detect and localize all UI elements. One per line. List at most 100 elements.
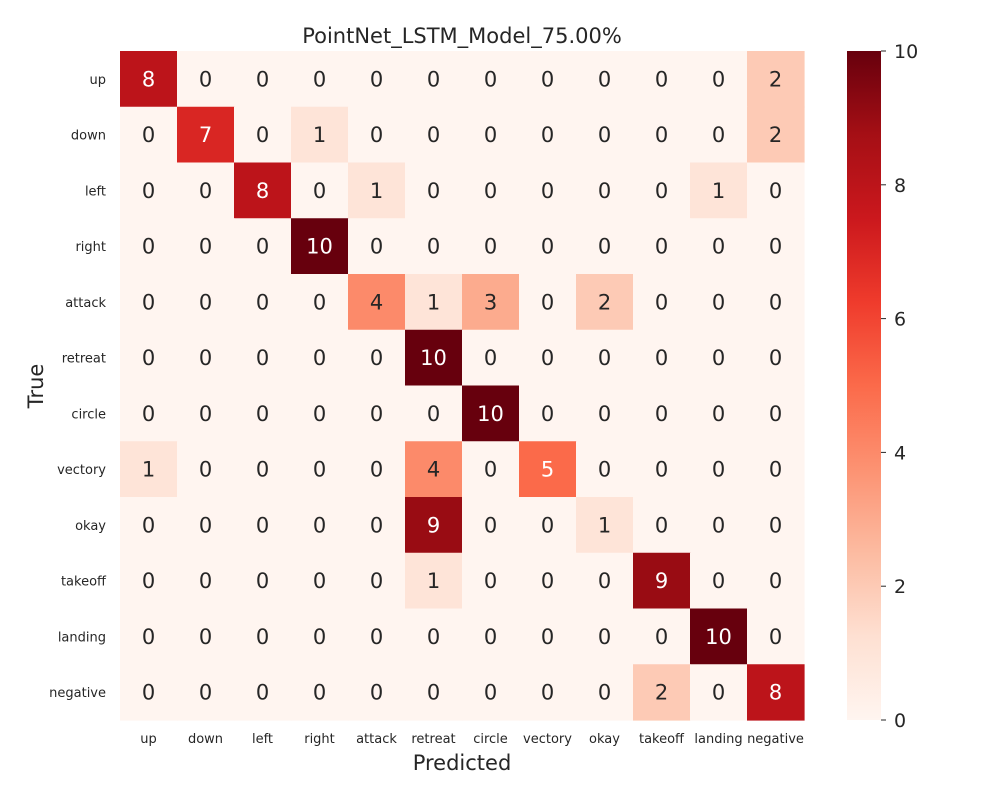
colorbar-tick-label: 2 <box>894 576 906 598</box>
cell-value-label: 3 <box>484 290 497 314</box>
cell-value-label: 0 <box>256 346 269 370</box>
cell-value-label: 0 <box>142 123 155 147</box>
heatmap-cell <box>747 552 805 610</box>
heatmap-cell <box>576 106 634 164</box>
colorbar-tick-label: 6 <box>894 309 906 331</box>
heatmap-cell <box>633 106 691 164</box>
cell-value-label: 0 <box>484 235 497 259</box>
cell-value-label: 0 <box>541 290 554 314</box>
heatmap-cell <box>120 218 178 275</box>
cell-value-label: 8 <box>256 179 269 203</box>
heatmap-cell <box>348 274 406 331</box>
cell-value-label: 0 <box>313 67 326 91</box>
cell-value-label: 0 <box>712 681 725 705</box>
heatmap-cell <box>405 274 463 331</box>
heatmap-cell <box>348 552 406 610</box>
cell-value-label: 0 <box>655 458 668 482</box>
cell-value-label: 0 <box>370 346 383 370</box>
heatmap-cell <box>519 51 577 108</box>
cell-value-label: 0 <box>142 346 155 370</box>
colorbar-tick-label: 10 <box>894 41 918 63</box>
cell-value-label: 0 <box>256 513 269 537</box>
heatmap-cell <box>519 664 577 721</box>
cell-value-label: 1 <box>712 179 725 203</box>
cell-value-label: 0 <box>142 681 155 705</box>
x-tick-label: negative <box>747 732 804 747</box>
heatmap-cell <box>519 497 577 554</box>
cell-value-label: 0 <box>256 235 269 259</box>
cell-value-label: 1 <box>427 290 440 314</box>
heatmap-cell <box>462 608 520 665</box>
x-tick-label: vectory <box>523 732 572 747</box>
heatmap-cell <box>405 608 463 665</box>
cell-value-label: 0 <box>655 513 668 537</box>
x-axis-label: Predicted <box>413 751 512 775</box>
heatmap-cell <box>234 664 292 721</box>
cell-value-label: 0 <box>484 681 497 705</box>
cell-value-label: 0 <box>484 625 497 649</box>
x-tick-label: right <box>304 732 335 747</box>
cell-value-label: 0 <box>427 402 440 426</box>
heatmap-cell <box>519 106 577 164</box>
heatmap-cell <box>120 664 178 721</box>
cell-value-label: 8 <box>769 681 782 705</box>
heatmap-cell <box>576 162 634 219</box>
cell-value-label: 0 <box>712 513 725 537</box>
heatmap-cell <box>690 664 748 721</box>
heatmap-cell <box>120 106 178 164</box>
cell-value-label: 0 <box>427 67 440 91</box>
cell-value-label: 0 <box>655 346 668 370</box>
cell-value-label: 0 <box>541 569 554 593</box>
x-tick-label: okay <box>589 732 620 747</box>
heatmap-cell <box>519 441 577 498</box>
heatmap-cell <box>177 218 235 275</box>
cell-value-label: 0 <box>427 625 440 649</box>
heatmap-cell <box>690 552 748 610</box>
cell-value-label: 0 <box>142 179 155 203</box>
heatmap-cell <box>462 664 520 721</box>
cell-value-label: 0 <box>199 346 212 370</box>
y-tick-label: attack <box>65 296 106 311</box>
cell-value-label: 0 <box>370 67 383 91</box>
cell-value-label: 0 <box>484 458 497 482</box>
heatmap-cell <box>462 385 520 442</box>
heatmap-cell <box>576 274 634 331</box>
cell-value-label: 2 <box>769 123 782 147</box>
heatmap-cell <box>462 162 520 219</box>
heatmap-cell <box>519 385 577 442</box>
heatmap-cell <box>405 497 463 554</box>
cell-value-label: 0 <box>712 458 725 482</box>
heatmap-cell <box>291 162 349 219</box>
cell-value-label: 0 <box>712 569 725 593</box>
heatmap-cell <box>120 441 178 498</box>
x-tick-label: takeoff <box>639 732 685 747</box>
heatmap-cell <box>747 51 805 108</box>
cell-value-label: 0 <box>313 681 326 705</box>
heatmap-cell <box>462 441 520 498</box>
cell-value-label: 0 <box>655 290 668 314</box>
cell-value-label: 0 <box>484 123 497 147</box>
heatmap-cell <box>291 329 349 387</box>
heatmap-cell <box>120 51 178 108</box>
cell-value-label: 0 <box>598 346 611 370</box>
heatmap-cell <box>576 385 634 442</box>
cell-value-label: 0 <box>199 290 212 314</box>
cell-value-label: 0 <box>712 235 725 259</box>
y-tick-label: up <box>90 73 107 88</box>
cell-value-label: 5 <box>541 458 554 482</box>
x-tick-label: circle <box>473 732 508 747</box>
cell-value-label: 0 <box>142 569 155 593</box>
cell-value-label: 0 <box>199 402 212 426</box>
cell-value-label: 0 <box>256 569 269 593</box>
cell-value-label: 0 <box>313 625 326 649</box>
heatmap-cell <box>747 218 805 275</box>
heatmap-cell <box>747 162 805 219</box>
heatmap-cell <box>348 329 406 387</box>
cell-value-label: 0 <box>769 179 782 203</box>
heatmap-cell <box>177 497 235 554</box>
y-tick-label: circle <box>71 407 106 422</box>
heatmap-cells: 8 0 0 0 0 0 0 0 0 0 0 20 7 0 1 0 0 0 0 0 0 0 20 0 8 0 1 0 0 0 0 0 1 00 0 0 1… <box>120 51 805 721</box>
cell-value-label: 0 <box>142 513 155 537</box>
cell-value-label: 4 <box>370 290 383 314</box>
